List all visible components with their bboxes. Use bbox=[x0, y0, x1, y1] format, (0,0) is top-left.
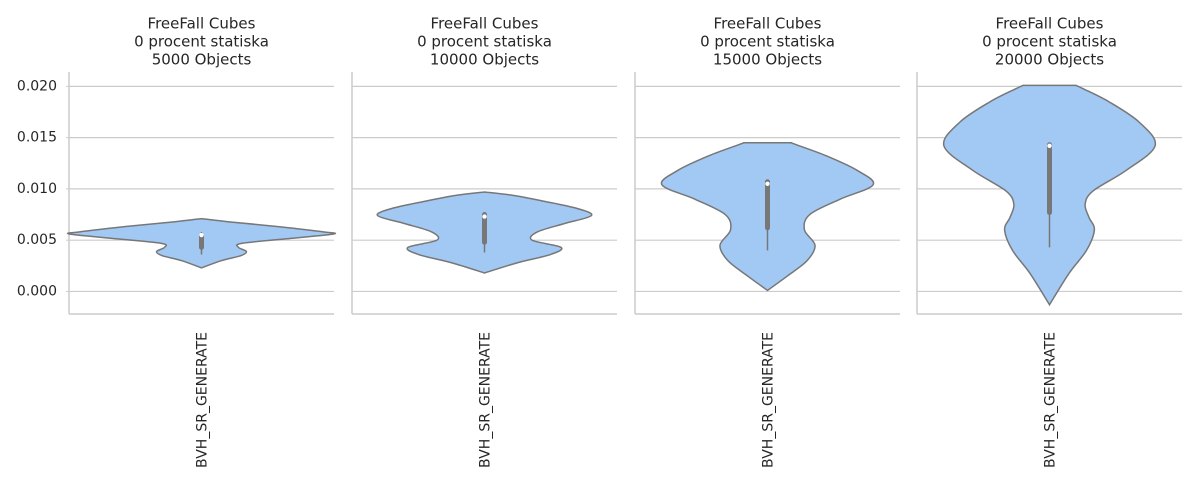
panel-title: 0 procent statiska bbox=[134, 33, 269, 51]
panel-title: FreeFall Cubes bbox=[714, 15, 822, 33]
panel-title: 20000 Objects bbox=[995, 51, 1104, 69]
x-tick-label: BVH_SR_GENERATE bbox=[195, 332, 211, 468]
panel-title: 0 procent statiska bbox=[982, 33, 1117, 51]
median bbox=[482, 214, 487, 219]
panel-title: FreeFall Cubes bbox=[148, 15, 256, 33]
panel-title: 0 procent statiska bbox=[417, 33, 552, 51]
panel-title: FreeFall Cubes bbox=[996, 15, 1104, 33]
panel-title: 15000 Objects bbox=[713, 51, 822, 69]
y-tick-label: 0.010 bbox=[17, 181, 57, 197]
x-tick-label: BVH_SR_GENERATE bbox=[761, 332, 777, 468]
panel-title: 5000 Objects bbox=[152, 51, 252, 69]
x-tick-label: BVH_SR_GENERATE bbox=[478, 332, 494, 468]
median bbox=[199, 232, 204, 238]
panel-title: FreeFall Cubes bbox=[431, 15, 539, 33]
panel-title: 10000 Objects bbox=[430, 51, 539, 69]
y-tick-label: 0.015 bbox=[17, 130, 57, 146]
x-tick-label: BVH_SR_GENERATE bbox=[1043, 332, 1059, 468]
y-tick-label: 0.005 bbox=[17, 232, 57, 248]
y-tick-label: 0.000 bbox=[17, 283, 57, 299]
median bbox=[765, 181, 770, 186]
y-tick-label: 0.020 bbox=[17, 78, 57, 94]
panel-title: 0 procent statiska bbox=[700, 33, 835, 51]
median bbox=[1047, 143, 1052, 149]
